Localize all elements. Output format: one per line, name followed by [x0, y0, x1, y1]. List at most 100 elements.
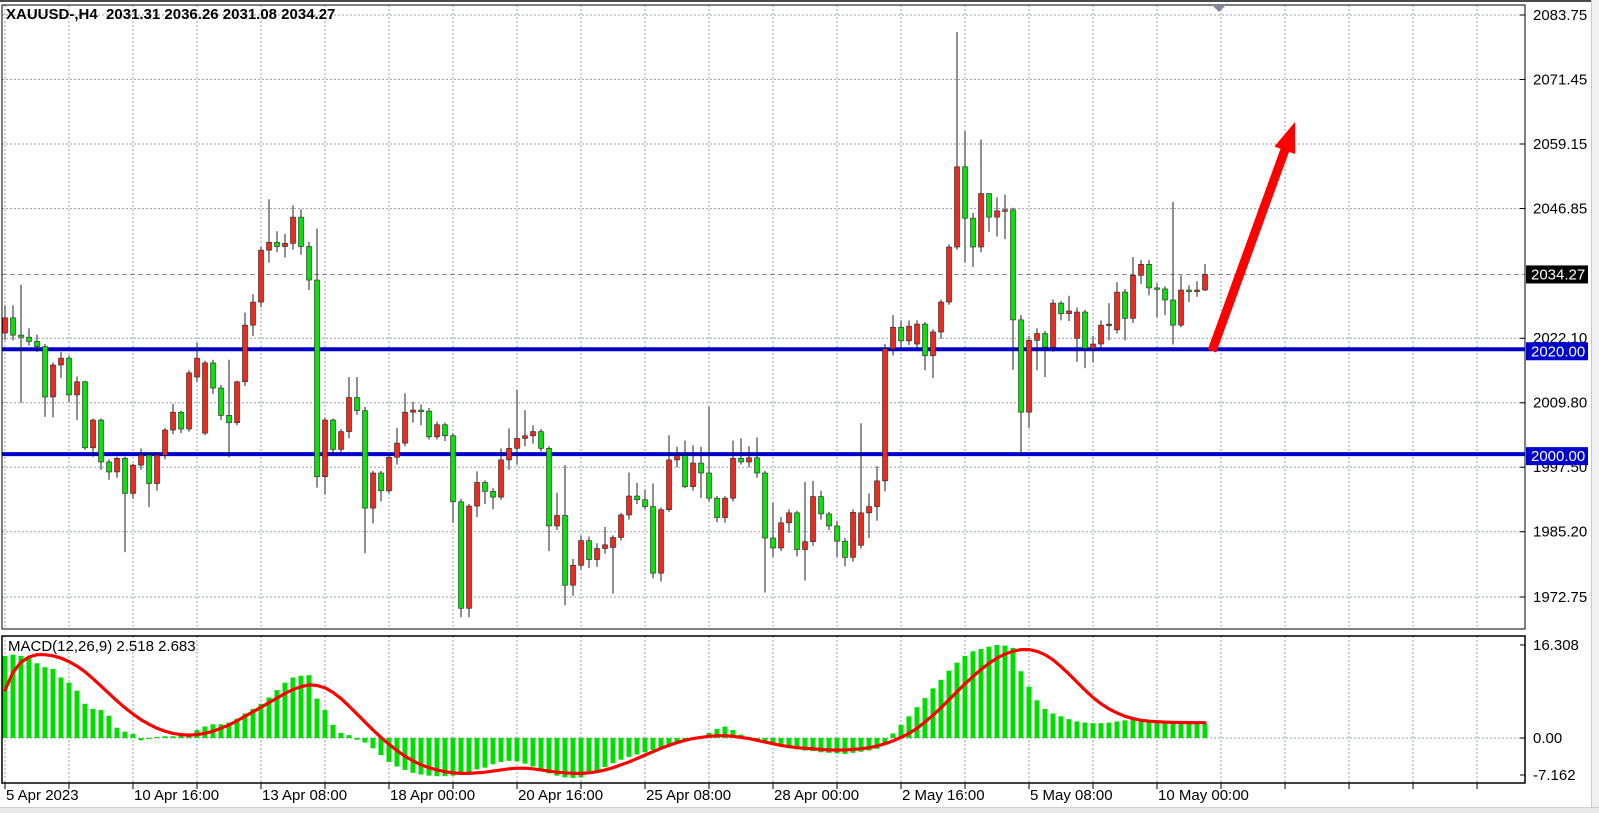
- bear-candle: [818, 496, 824, 515]
- trend-arrow-annotation[interactable]: [1207, 122, 1296, 353]
- macd-histogram-bar: [786, 738, 792, 749]
- macd-histogram-bar: [498, 738, 504, 762]
- bear-candle: [650, 506, 656, 574]
- macd-histogram-bar: [306, 675, 312, 738]
- bull-candle: [202, 362, 208, 434]
- macd-histogram-bar: [634, 738, 640, 755]
- bull-candle: [258, 249, 264, 303]
- macd-histogram-bar: [378, 738, 384, 756]
- macd-histogram-bar: [314, 698, 320, 738]
- macd-histogram-bar: [490, 738, 496, 765]
- macd-histogram-bar: [962, 655, 968, 738]
- price-badge: [1526, 342, 1588, 361]
- macd-histogram-bar: [362, 738, 368, 743]
- bear-candle: [738, 458, 744, 463]
- macd-histogram-bar: [946, 670, 952, 738]
- macd-histogram-bar: [1066, 719, 1072, 738]
- bear-candle: [418, 409, 424, 412]
- bear-candle: [1122, 291, 1128, 319]
- bull-candle: [746, 457, 752, 463]
- macd-tick-label: -7.162: [1533, 767, 1576, 784]
- bear-candle: [714, 497, 720, 518]
- price-tick-label: 1985.20: [1533, 524, 1587, 541]
- macd-histogram-bar: [1082, 722, 1088, 738]
- arrow-shaft[interactable]: [1207, 141, 1292, 353]
- macd-histogram-bar: [26, 658, 32, 738]
- macd-histogram-bar: [954, 662, 960, 738]
- macd-histogram-bar: [922, 698, 928, 738]
- macd-histogram-bar: [1146, 720, 1152, 738]
- horizontal-level-lines[interactable]: [2, 347, 1525, 457]
- macd-histogram-bar: [538, 738, 544, 770]
- price-axis[interactable]: 2083.752071.452059.152046.852022.102009.…: [1520, 7, 1588, 784]
- bull-candle: [882, 348, 888, 482]
- macd-histogram-bar: [434, 738, 440, 777]
- macd-histogram-bar: [1058, 716, 1064, 738]
- price-tick-label: 2059.15: [1533, 136, 1587, 153]
- bear-candle: [306, 246, 312, 281]
- bull-candle: [1002, 209, 1008, 212]
- macd-histogram-bar: [530, 738, 536, 767]
- time-tick-label: 25 Apr 08:00: [646, 787, 731, 804]
- bull-candle: [1202, 274, 1208, 291]
- macd-histogram-bar: [122, 731, 128, 738]
- support-resistance-line[interactable]: [2, 452, 1525, 457]
- bull-candle: [1074, 311, 1080, 339]
- bull-candle: [394, 442, 400, 458]
- bull-candle: [386, 456, 392, 492]
- bull-candle: [522, 435, 528, 439]
- support-resistance-line[interactable]: [2, 347, 1525, 352]
- macd-histogram-bar: [266, 697, 272, 738]
- bear-candle: [362, 410, 368, 509]
- bull-candle: [946, 246, 952, 303]
- macd-histogram-bar: [890, 733, 896, 738]
- macd-histogram-bar: [482, 738, 488, 768]
- bear-candle: [1186, 289, 1192, 292]
- bull-candle: [858, 512, 864, 546]
- macd-histogram-bar: [1130, 719, 1136, 738]
- bear-candle: [66, 357, 72, 396]
- bear-candle: [34, 341, 40, 347]
- macd-histogram-bar: [170, 736, 176, 738]
- price-tick-label: 1972.75: [1533, 589, 1587, 606]
- macd-histogram-bar: [626, 738, 632, 757]
- macd-histogram-bar: [1090, 723, 1096, 738]
- price-badge-label: 2034.27: [1531, 266, 1585, 283]
- macd-histogram-bar: [1122, 720, 1128, 738]
- macd-histogram-bar: [82, 703, 88, 738]
- macd-histogram-bar: [138, 738, 144, 741]
- price-tick-label: 2046.85: [1533, 200, 1587, 217]
- bear-candle: [210, 362, 216, 389]
- candlesticks: [2, 32, 1208, 618]
- bear-candle: [298, 216, 304, 247]
- macd-histogram-bar: [986, 646, 992, 738]
- bear-candle: [178, 411, 184, 430]
- macd-indicator-label: MACD(12,26,9) 2.518 2.683: [8, 638, 196, 655]
- macd-histogram-bar: [586, 738, 592, 774]
- time-tick-label: 13 Apr 08:00: [262, 787, 347, 804]
- macd-histogram-bar: [74, 690, 80, 738]
- macd-histogram-bar: [1114, 721, 1120, 738]
- macd-signal-line: [3, 647, 1207, 776]
- bull-candle: [914, 323, 920, 345]
- bear-candle: [10, 317, 16, 336]
- window-bottom-strip: [0, 807, 1599, 813]
- bear-candle: [1162, 288, 1168, 301]
- arrow-head[interactable]: [1274, 122, 1296, 154]
- bull-candle: [162, 429, 168, 456]
- bull-candle: [410, 409, 416, 413]
- bear-candle: [698, 462, 704, 474]
- bull-candle: [906, 325, 912, 342]
- macd-histogram-bar: [850, 738, 856, 753]
- macd-histogram-bar: [426, 738, 432, 776]
- bull-candle: [530, 431, 536, 437]
- time-axis[interactable]: 5 Apr 2023 10 Apr 16:00 13 Apr 08:00 18 Apr…: [4, 783, 1478, 804]
- macd-histogram-bar: [714, 728, 720, 738]
- macd-histogram-bar: [130, 734, 136, 738]
- macd-tick-label: 16.308: [1533, 637, 1579, 654]
- macd-histogram-bar: [514, 738, 520, 762]
- macd-histogram-bar: [602, 738, 608, 768]
- macd-histogram-bar: [1074, 721, 1080, 738]
